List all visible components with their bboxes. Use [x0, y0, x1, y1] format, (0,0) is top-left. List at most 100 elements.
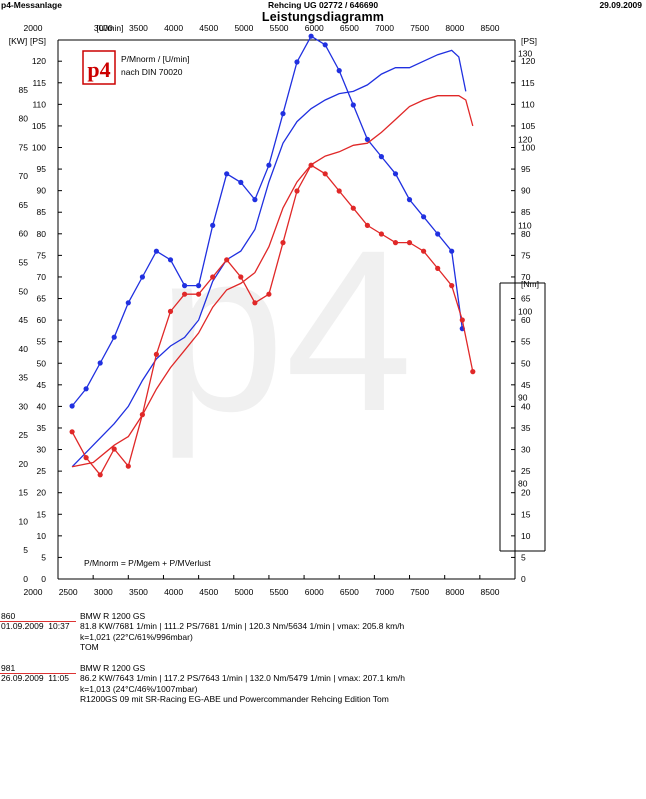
ps-left-tick-label: 80 — [37, 229, 47, 239]
torque-point-981 — [280, 111, 286, 117]
nm-tick-label: 120 — [518, 134, 532, 144]
legend-line: P/Mnorm / [U/min] — [121, 54, 189, 64]
torque-point-981 — [69, 403, 75, 409]
ps-left-tick-label: 0 — [41, 574, 46, 584]
x-top-tick-label: 7000 — [375, 23, 394, 33]
run-divider — [0, 621, 76, 622]
ps-right-tick-label: 15 — [521, 509, 531, 519]
x-top-tick-label: 4500 — [199, 23, 218, 33]
ps-left-tick-label: 90 — [37, 186, 47, 196]
x-bottom-tick-label: 3500 — [129, 587, 148, 597]
torque-point-981 — [252, 197, 258, 203]
x-top-tick-label: 8500 — [481, 23, 500, 33]
ps-left-tick-label: 25 — [37, 466, 47, 476]
x-top-tick-label: 4000 — [164, 23, 183, 33]
torque-point-981 — [449, 248, 455, 254]
run-divider — [0, 673, 76, 674]
ps-right-tick-label: 30 — [521, 445, 531, 455]
kw-tick-label: 30 — [19, 401, 29, 411]
x-top-tick-label: 7500 — [410, 23, 429, 33]
torque-point-981 — [210, 222, 216, 228]
ps-left-tick-label: 55 — [37, 337, 47, 347]
ps-right-tick-label: 100 — [521, 143, 535, 153]
torque-point-981 — [364, 136, 370, 142]
run-date: 26.09.2009 — [1, 673, 44, 684]
x-top-tick-label: 6000 — [305, 23, 324, 33]
run-note: TOM — [80, 642, 99, 653]
torque-point-981 — [322, 42, 328, 48]
ps-left-axis-label: [PS] — [30, 36, 46, 46]
torque-point-981 — [153, 248, 159, 254]
power-curve-860 — [71, 95, 474, 468]
kw-tick-label: 70 — [19, 171, 29, 181]
run-note: R1200GS 09 mit SR-Racing EG-ABE und Powe… — [80, 694, 389, 705]
x-bottom-tick-label: 4500 — [199, 587, 218, 597]
ps-right-tick-label: 120 — [521, 56, 535, 66]
ps-left-tick-label: 85 — [37, 207, 47, 217]
x-bottom-tick-label: 6500 — [340, 587, 359, 597]
kw-tick-label: 65 — [19, 200, 29, 210]
ps-right-tick-label: 75 — [521, 250, 531, 260]
torque-point-981 — [111, 334, 117, 340]
ps-left-tick-label: 5 — [41, 552, 46, 562]
torque-point-981 — [392, 171, 399, 177]
run-time: 11:05 — [48, 673, 69, 684]
x-bottom-tick-label: 6000 — [305, 587, 324, 597]
ps-right-tick-label: 85 — [521, 207, 531, 217]
x-top-tick-label: 2000 — [24, 23, 43, 33]
ps-left-tick-label: 75 — [37, 250, 47, 260]
x-top-tick-label: 6500 — [340, 23, 359, 33]
torque-point-981 — [421, 214, 427, 220]
torque-point-860 — [83, 455, 89, 461]
ps-right-tick-label: 45 — [521, 380, 531, 390]
footnote: P/Mnorm = P/Mgem + P/MVerlust — [84, 558, 211, 568]
x-bottom-tick-label: 2000 — [24, 587, 43, 597]
kw-tick-label: 40 — [19, 344, 29, 354]
nm-tick-label: 90 — [518, 392, 528, 402]
torque-point-860 — [153, 351, 159, 357]
run-date: 01.09.2009 — [1, 621, 44, 632]
run-results: 86.2 KW/7643 1/min | 117.2 PS/7643 1/min… — [80, 673, 405, 684]
torque-point-981 — [308, 33, 314, 39]
kw-tick-label: 20 — [19, 459, 29, 469]
x-top-tick-label: 5500 — [270, 23, 289, 33]
torque-point-860 — [294, 188, 300, 194]
kw-tick-label: 5 — [23, 545, 28, 555]
torque-point-860 — [322, 171, 328, 177]
ps-right-tick-label: 50 — [521, 358, 531, 368]
torque-point-860 — [459, 317, 465, 323]
ps-right-tick-label: 5 — [521, 552, 526, 562]
torque-point-860 — [280, 240, 286, 246]
x-bottom-tick-label: 8500 — [481, 587, 500, 597]
run-id: 981 — [1, 663, 16, 673]
chart-title: Leistungsdiagramm — [261, 10, 385, 24]
x-top-tick-label: 3500 — [129, 23, 148, 33]
run-model: BMW R 1200 GS — [80, 663, 146, 673]
watermark: p4 — [157, 202, 413, 459]
torque-point-981 — [378, 154, 384, 160]
ps-right-tick-label: 60 — [521, 315, 531, 325]
run-model: BMW R 1200 GS — [80, 611, 146, 621]
kw-tick-label: 0 — [23, 574, 28, 584]
nm-tick-label: 110 — [518, 220, 532, 230]
kw-tick-label: 60 — [19, 229, 29, 239]
run-conditions: k=1,013 (24°C/46%/1007mbar) — [80, 683, 198, 694]
ps-right-tick-label: 110 — [521, 99, 535, 109]
x-top-axis-label: [U/min] — [97, 23, 124, 33]
torque-point-860 — [378, 231, 384, 237]
torque-point-860 — [167, 308, 174, 314]
ps-right-tick-label: 95 — [521, 164, 531, 174]
kw-tick-label: 45 — [19, 315, 29, 325]
ps-right-tick-label: 35 — [521, 423, 531, 433]
ps-right-tick-label: 40 — [521, 401, 531, 411]
torque-point-860 — [406, 240, 413, 246]
ps-left-tick-label: 60 — [37, 315, 47, 325]
x-bottom-tick-label: 8000 — [445, 587, 464, 597]
torque-point-860 — [470, 369, 476, 375]
kw-tick-label: 25 — [19, 430, 29, 440]
header-app-name: p4-Messanlage — [1, 0, 62, 10]
torque-point-860 — [449, 283, 455, 289]
ps-left-tick-label: 95 — [37, 164, 47, 174]
x-top-tick-label: 5000 — [234, 23, 253, 33]
torque-point-981 — [167, 257, 174, 263]
